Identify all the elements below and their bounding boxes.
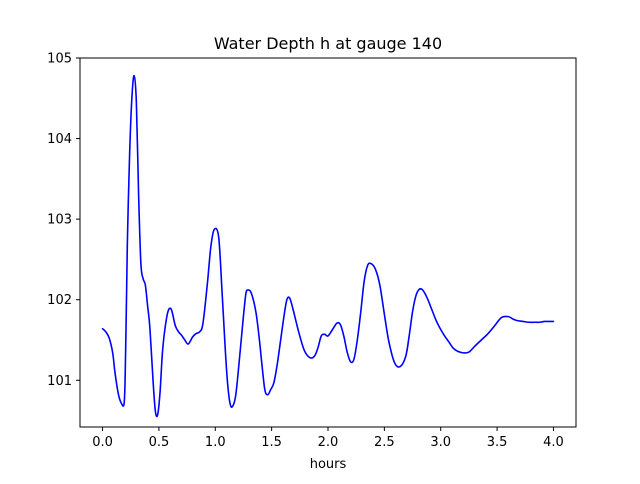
x-tick-label: 2.5	[374, 435, 395, 450]
series-layer	[101, 74, 555, 418]
y-axis-ticks: 101 102 103 104 105	[47, 52, 80, 389]
x-axis-ticks: 0.0 0.5 1.0 1.5 2.0 2.5 3.0 3.5 4.0	[92, 427, 564, 450]
x-tick-label: 3.0	[430, 435, 451, 450]
y-tick-label: 101	[47, 374, 72, 389]
plot-area-background	[80, 58, 576, 427]
x-axis-label: hours	[310, 457, 347, 472]
x-tick-label: 0.0	[92, 435, 113, 450]
y-tick-label: 105	[47, 52, 72, 67]
series-line	[101, 74, 555, 418]
x-tick-label: 4.0	[543, 435, 564, 450]
x-tick-label: 2.0	[318, 435, 339, 450]
x-tick-label: 1.0	[205, 435, 226, 450]
y-tick-label: 103	[47, 213, 72, 228]
y-tick-label: 102	[47, 293, 72, 308]
x-tick-label: 3.5	[487, 435, 508, 450]
x-tick-label: 0.5	[149, 435, 170, 450]
y-tick-label: 104	[47, 132, 72, 147]
chart-title: Water Depth h at gauge 140	[214, 34, 442, 53]
plot-area-frame	[79, 57, 577, 428]
x-tick-label: 1.5	[261, 435, 282, 450]
